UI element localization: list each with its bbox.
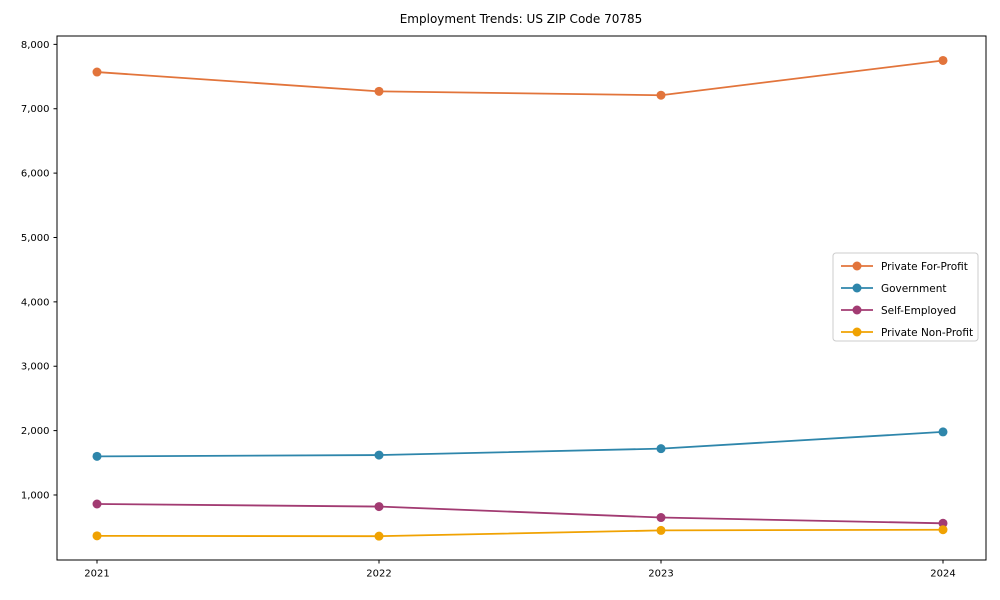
data-point — [938, 427, 948, 437]
y-axis: 1,000 2,000 3,000 4,000 5,000 6,000 7,000 8,000 — [21, 40, 57, 501]
y-tick-label: 7,000 — [21, 104, 50, 115]
legend-label: Self-Employed — [881, 305, 956, 317]
x-tick-label: 2021 — [84, 569, 109, 580]
series-line — [96, 59, 944, 97]
legend-marker — [852, 305, 862, 315]
plot-frame — [56, 35, 987, 561]
data-point — [938, 55, 948, 65]
y-tick-label: 1,000 — [21, 490, 50, 501]
data-point — [374, 450, 384, 460]
y-tick-label: 8,000 — [21, 40, 50, 51]
data-point — [92, 531, 102, 541]
series-lines — [92, 55, 948, 541]
series-line — [96, 430, 944, 458]
data-point — [92, 67, 102, 77]
x-tick-label: 2022 — [366, 569, 391, 580]
data-point — [656, 525, 666, 535]
legend-marker — [852, 327, 862, 337]
legend-marker — [852, 261, 862, 271]
chart-title: Employment Trends: US ZIP Code 70785 — [400, 12, 643, 26]
data-point — [374, 531, 384, 541]
series-line — [96, 503, 944, 525]
y-tick-label: 4,000 — [21, 297, 50, 308]
legend: Private For-Profit Government Self-Employe… — [832, 252, 979, 342]
data-point — [656, 513, 666, 523]
y-tick-label: 6,000 — [21, 169, 50, 180]
data-point — [656, 444, 666, 454]
data-point — [938, 518, 948, 528]
data-point — [656, 90, 666, 100]
data-point — [938, 525, 948, 535]
y-tick-label: 2,000 — [21, 426, 50, 437]
y-tick-label: 3,000 — [21, 362, 50, 373]
legend-marker — [852, 283, 862, 293]
data-point — [92, 451, 102, 461]
series-line — [96, 528, 944, 538]
data-point — [374, 86, 384, 96]
x-axis: 2021 2022 2023 2024 — [84, 560, 956, 580]
legend-label: Private For-Profit — [881, 261, 968, 273]
data-point — [92, 499, 102, 509]
data-point — [374, 502, 384, 512]
legend-label: Private Non-Profit — [881, 327, 973, 339]
x-tick-label: 2024 — [930, 569, 955, 580]
y-tick-label: 5,000 — [21, 233, 50, 244]
legend-box — [832, 252, 979, 342]
legend-label: Government — [881, 283, 946, 295]
x-tick-label: 2023 — [648, 569, 673, 580]
